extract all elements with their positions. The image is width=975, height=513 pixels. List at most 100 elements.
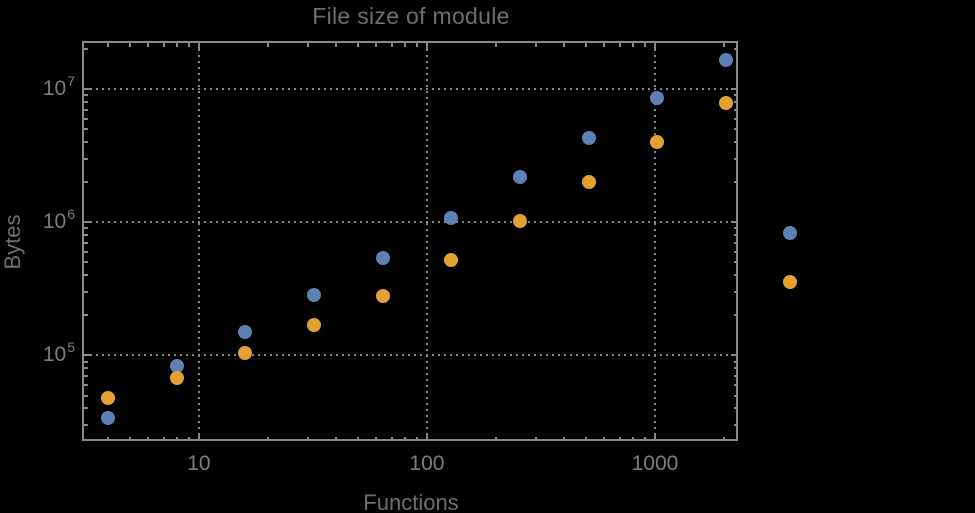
y-tick-mark [84, 375, 88, 378]
chart-title: File size of module [312, 3, 510, 29]
x-tick-mark-top [390, 43, 393, 47]
y-tick-mark [84, 181, 88, 184]
y-tick-mark [84, 48, 88, 51]
y-tick-mark [84, 227, 88, 230]
x-tick-mark [403, 437, 406, 441]
y-tick-mark-right [734, 181, 738, 184]
y-tick-mark-right [734, 383, 738, 386]
y-tick-mark-right [734, 128, 738, 131]
y-tick-mark-right [734, 407, 738, 410]
x-tick-mark [129, 437, 132, 441]
x-tick-mark-top [129, 43, 132, 47]
y-tick-mark [84, 290, 88, 293]
data-point-series-orange-x3900 [782, 275, 797, 290]
data-point-series-blue-x3900 [782, 226, 797, 241]
y-tick-label: 106 [42, 206, 75, 234]
x-tick-label: 1000 [631, 452, 679, 475]
y-tick-mark-right [734, 157, 738, 160]
data-point-series-blue-x1024 [650, 91, 665, 106]
y-tick-mark-right [734, 141, 738, 144]
x-tick-mark [357, 437, 360, 441]
data-point-series-orange-x64 [375, 289, 390, 304]
x-tick-mark-top [266, 43, 269, 47]
x-tick-mark-top [162, 43, 165, 47]
y-tick-mark [84, 274, 88, 277]
x-tick-mark-top [197, 43, 200, 50]
x-tick-mark-top [425, 43, 428, 50]
data-point-series-orange-x1024 [650, 135, 665, 150]
x-tick-mark-top [494, 43, 497, 47]
data-point-series-blue-x8 [169, 358, 184, 373]
x-tick-mark [162, 437, 165, 441]
x-tick-mark [653, 434, 656, 441]
x-tick-mark-top [175, 43, 178, 47]
data-point-series-blue-x512 [581, 131, 596, 146]
x-tick-mark [631, 437, 634, 441]
y-tick-mark-right [734, 48, 738, 51]
x-tick-mark [175, 437, 178, 441]
data-point-series-orange-x128 [444, 253, 459, 268]
x-tick-mark-top [603, 43, 606, 47]
x-tick-mark [335, 437, 338, 441]
data-point-series-blue-x32 [307, 288, 322, 303]
x-tick-mark-top [631, 43, 634, 47]
y-tick-mark [84, 261, 88, 264]
y-tick-mark-right [734, 234, 738, 237]
data-point-series-orange-x256 [513, 214, 528, 229]
y-tick-mark [84, 221, 91, 224]
data-point-series-blue-x256 [513, 170, 528, 185]
y-tick-mark [84, 383, 88, 386]
x-axis-label: Functions [363, 490, 459, 513]
gridline-vertical [425, 43, 428, 441]
y-tick-mark-right [734, 290, 738, 293]
y-tick-mark [84, 141, 88, 144]
y-tick-mark [84, 128, 88, 131]
y-tick-mark-right [731, 221, 738, 224]
data-point-series-blue-x2048 [718, 53, 733, 68]
y-tick-mark [84, 367, 88, 370]
data-point-series-orange-x4 [101, 390, 116, 405]
x-tick-mark-top [375, 43, 378, 47]
x-tick-mark-top [187, 43, 190, 47]
y-tick-mark [84, 360, 88, 363]
y-tick-mark-right [734, 367, 738, 370]
x-tick-mark [147, 437, 150, 441]
x-tick-mark-top [415, 43, 418, 47]
y-tick-mark-right [734, 227, 738, 230]
y-tick-mark [84, 394, 88, 397]
y-tick-mark [84, 101, 88, 104]
y-tick-mark [84, 354, 91, 357]
y-tick-mark [84, 314, 88, 317]
y-tick-mark [84, 241, 88, 244]
x-tick-label: 10 [187, 452, 211, 475]
data-point-series-orange-x8 [169, 370, 184, 385]
x-tick-mark [266, 437, 269, 441]
y-tick-mark [84, 234, 88, 237]
data-point-series-blue-x4 [101, 410, 116, 425]
y-tick-label: 107 [42, 73, 75, 101]
y-tick-mark-right [734, 375, 738, 378]
y-tick-mark-right [731, 354, 738, 357]
data-point-series-orange-x32 [307, 318, 322, 333]
x-tick-mark-top [357, 43, 360, 47]
x-tick-mark-top [618, 43, 621, 47]
x-tick-mark-top [147, 43, 150, 47]
x-tick-mark [643, 437, 646, 441]
gridline-vertical [653, 43, 656, 441]
x-tick-mark-top [643, 43, 646, 47]
data-point-series-blue-x128 [444, 211, 459, 226]
y-tick-mark [84, 250, 88, 253]
y-tick-mark-right [734, 314, 738, 317]
data-point-series-blue-x64 [375, 251, 390, 266]
x-tick-mark [534, 437, 537, 441]
data-point-series-orange-x16 [238, 346, 253, 361]
gridline-horizontal [84, 88, 738, 91]
y-tick-mark-right [734, 241, 738, 244]
x-tick-mark [618, 437, 621, 441]
x-tick-mark [197, 434, 200, 441]
x-tick-mark [187, 437, 190, 441]
y-tick-mark-right [734, 94, 738, 97]
gridline-horizontal [84, 221, 738, 224]
x-tick-mark-top [306, 43, 309, 47]
